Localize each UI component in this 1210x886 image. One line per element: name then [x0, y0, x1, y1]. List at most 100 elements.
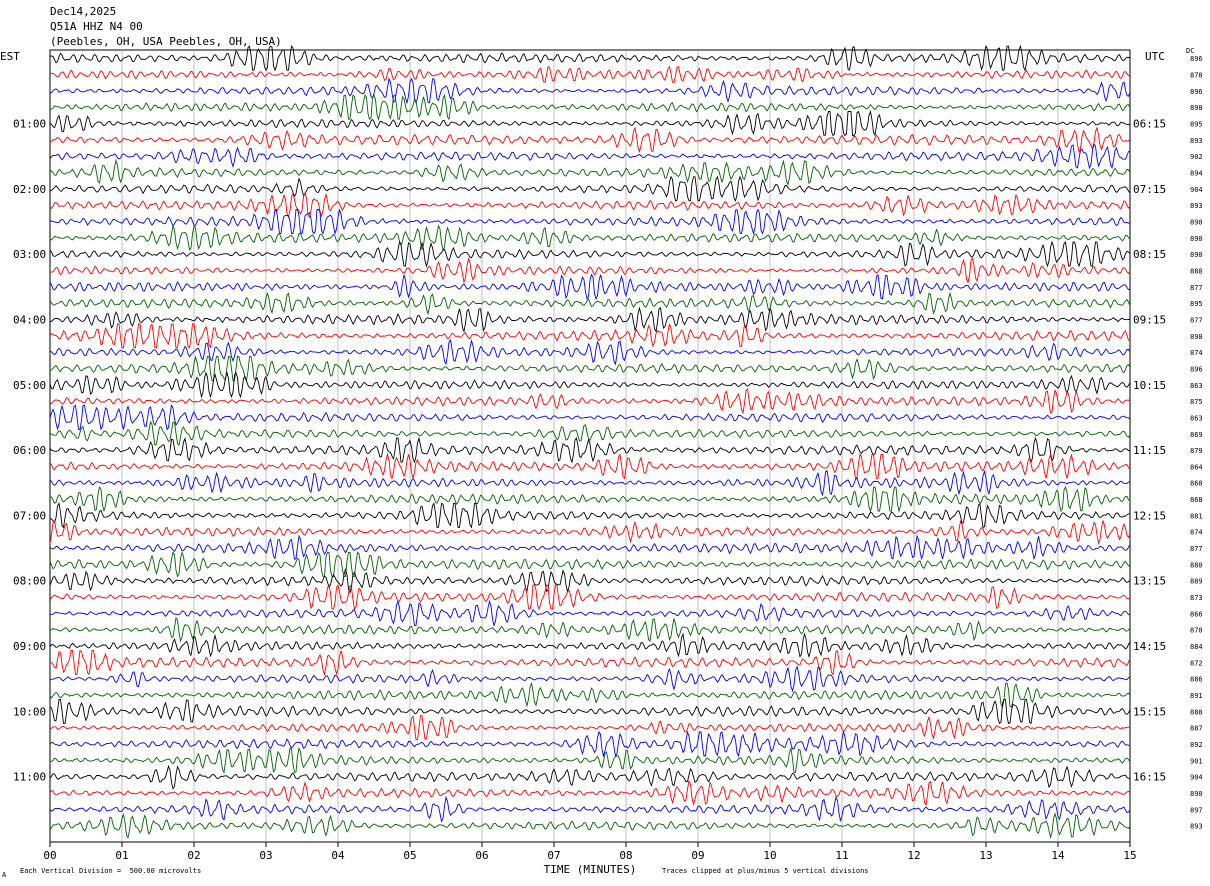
left-time-label: 02:00	[13, 183, 46, 196]
dc-offset-label: 902	[1190, 153, 1203, 161]
trace-line	[49, 649, 1131, 677]
x-tick-label: 07	[547, 849, 560, 862]
trace-line	[49, 665, 1131, 693]
trace-line	[50, 306, 1130, 333]
right-time-label: 08:15	[1133, 248, 1166, 261]
dc-offset-label: 890	[1190, 235, 1203, 243]
trace-line	[49, 795, 1131, 823]
dc-offset-label: 886	[1190, 676, 1203, 684]
left-time-label: 07:00	[13, 509, 46, 522]
dc-offset-label: 890	[1190, 790, 1203, 798]
dc-offset-label: 888	[1190, 708, 1203, 716]
trace-line	[49, 698, 1131, 725]
right-time-label: 14:15	[1133, 640, 1166, 653]
dc-offset-label: 877	[1190, 545, 1203, 553]
dc-offset-label: 896	[1190, 365, 1203, 373]
dc-offset-label: 879	[1190, 447, 1203, 455]
x-tick-label: 09	[691, 849, 704, 862]
dc-offset-label: 872	[1190, 659, 1203, 667]
dc-offset-label: 904	[1190, 774, 1203, 782]
dc-offset-label: 896	[1190, 55, 1203, 63]
left-time-label: 09:00	[13, 640, 46, 653]
x-tick-label: 12	[907, 849, 920, 862]
trace-line	[49, 44, 1131, 72]
right-time-label: 16:15	[1133, 771, 1166, 784]
x-tick-label: 03	[259, 849, 272, 862]
dc-offset-label: 895	[1190, 120, 1203, 128]
dc-offset-label: 895	[1190, 300, 1203, 308]
x-tick-label: 08	[619, 849, 632, 862]
x-tick-label: 11	[835, 849, 848, 862]
trace-line	[49, 93, 1131, 121]
x-tick-label: 13	[979, 849, 992, 862]
dc-offset-label: 875	[1190, 398, 1203, 406]
trace-line	[49, 682, 1131, 709]
trace-line	[49, 550, 1131, 578]
dc-offset-label: 869	[1190, 431, 1203, 439]
trace-line	[49, 534, 1131, 561]
dc-offset-label: 893	[1190, 202, 1203, 210]
clip-note: Traces clipped at plus/minus 5 vertical …	[662, 867, 869, 875]
dc-offset-label: 870	[1190, 627, 1203, 635]
x-axis-label: TIME (MINUTES)	[544, 863, 637, 876]
dc-offset-label: 887	[1190, 725, 1203, 733]
trace-line	[49, 599, 1131, 627]
right-time-label: 11:15	[1133, 444, 1166, 457]
dc-offset-label: 897	[1190, 806, 1203, 814]
trace-line	[49, 126, 1131, 154]
trace-line	[49, 291, 1131, 316]
trace-line	[49, 109, 1131, 137]
trace-line	[49, 323, 1131, 349]
x-tick-label: 02	[187, 849, 200, 862]
dc-offset-label: 894	[1190, 169, 1203, 177]
dc-offset-label: 868	[1190, 496, 1203, 504]
dc-offset-label: 874	[1190, 529, 1203, 537]
dc-offset-label: 898	[1190, 333, 1203, 341]
x-tick-label: 06	[475, 849, 488, 862]
dc-offset-label: 877	[1190, 284, 1203, 292]
trace-line	[49, 77, 1131, 105]
dc-offset-label: 877	[1190, 316, 1203, 324]
left-time-label: 11:00	[13, 771, 46, 784]
trace-line	[49, 158, 1131, 186]
x-tick-label: 04	[331, 849, 345, 862]
x-tick-label: 05	[403, 849, 416, 862]
dc-offset-label: 884	[1190, 643, 1203, 651]
corner-mark: A	[2, 871, 7, 879]
location-label: (Peebles, OH, USA Peebles, OH, USA)	[50, 35, 282, 48]
trace-line	[49, 812, 1131, 840]
trace-line	[49, 715, 1131, 741]
date-label: Dec14,2025	[50, 5, 117, 18]
trace-line	[49, 273, 1131, 301]
trace-line	[49, 746, 1131, 774]
left-axis-label: EST	[0, 50, 20, 63]
station-label: Q51A HHZ N4 00	[50, 20, 143, 33]
dc-offset-label: 904	[1190, 186, 1203, 194]
dc-offset-label: 893	[1190, 823, 1203, 831]
trace-line	[49, 257, 1131, 284]
dc-offset-label: 892	[1190, 741, 1203, 749]
dc-label: DC	[1186, 47, 1195, 55]
dc-offset-label: 873	[1190, 594, 1203, 602]
trace-line	[49, 143, 1131, 170]
dc-offset-label: 863	[1190, 414, 1203, 422]
dc-offset-label: 888	[1190, 267, 1203, 275]
right-time-label: 10:15	[1133, 379, 1166, 392]
trace-line	[49, 65, 1131, 84]
plot-frame	[49, 49, 1131, 843]
dc-offset-label: 874	[1190, 349, 1203, 357]
left-time-label: 06:00	[13, 444, 46, 457]
right-time-label: 09:15	[1133, 313, 1166, 326]
left-time-label: 10:00	[13, 705, 46, 718]
trace-line	[49, 568, 1131, 595]
dc-offset-label: 890	[1190, 218, 1203, 226]
trace-line	[49, 616, 1131, 643]
trace-line	[49, 191, 1131, 219]
trace-line	[49, 338, 1131, 366]
trace-line	[49, 452, 1131, 480]
x-tick-label: 10	[763, 849, 776, 862]
trace-line	[49, 730, 1130, 758]
trace-line	[50, 175, 1131, 203]
trace-line	[49, 583, 1131, 611]
